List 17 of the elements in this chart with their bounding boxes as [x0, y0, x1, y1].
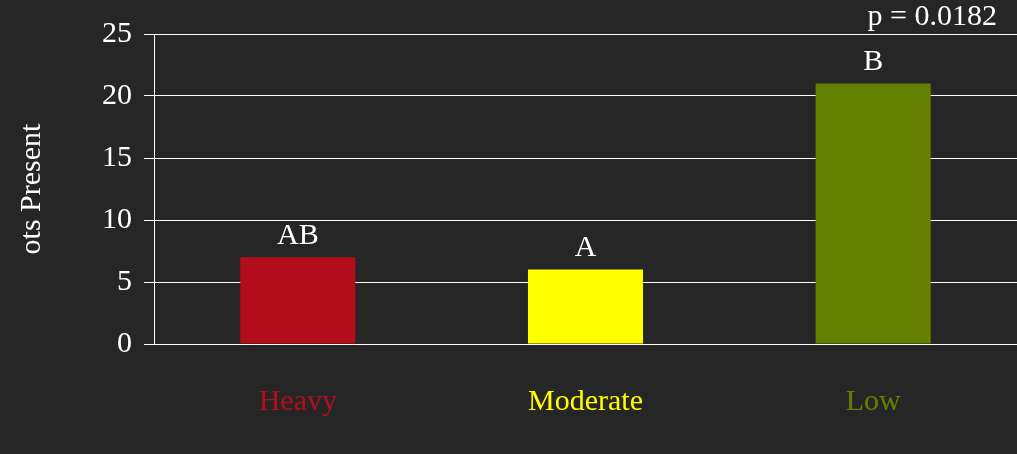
y-tick-label: 5 — [117, 262, 132, 296]
y-tick-label: 20 — [102, 76, 132, 110]
y-tick-label: 0 — [117, 324, 132, 358]
data-label: A — [574, 229, 597, 263]
x-tick-label: Moderate — [528, 382, 643, 416]
bar — [815, 83, 931, 344]
data-label: AB — [276, 217, 319, 251]
bar — [527, 269, 644, 344]
text: p = 0.0182 — [867, 0, 997, 31]
y-tick-label: 15 — [102, 138, 132, 172]
bar — [240, 257, 356, 344]
y-tick-label: 25 — [102, 14, 132, 48]
x-tick-label: Heavy — [258, 382, 337, 416]
y-tick-label: 10 — [102, 200, 132, 234]
y-axis-title: ots Present — [12, 122, 46, 255]
x-tick-label: Low — [845, 382, 901, 416]
data-label: B — [863, 43, 884, 77]
